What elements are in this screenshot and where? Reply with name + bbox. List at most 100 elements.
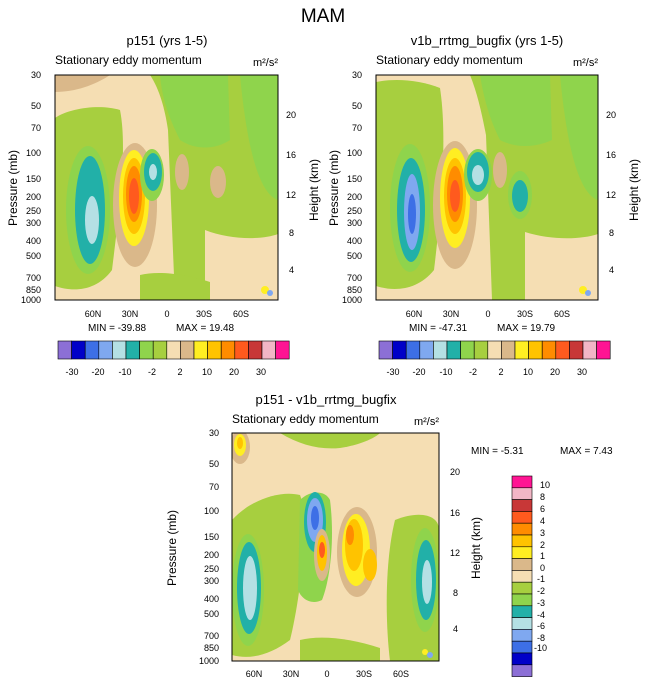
right-tick: 20 xyxy=(606,110,616,120)
colorbar-swatch xyxy=(166,340,181,360)
colorbar-swatch xyxy=(511,487,533,500)
panel-3-right-ticks: 20 16 12 8 4 xyxy=(450,467,460,634)
panel-2-ylabel: Pressure (mb) xyxy=(327,150,341,226)
y-tick: 850 xyxy=(347,285,362,295)
right-tick: 4 xyxy=(609,265,614,275)
colorbar-swatch xyxy=(125,340,140,360)
x-tick: 30S xyxy=(517,309,533,319)
colorbar-swatch xyxy=(473,340,489,360)
panel-1-min: MIN = -39.88 xyxy=(88,323,147,334)
right-tick: 16 xyxy=(606,150,616,160)
panel-2-frame xyxy=(375,74,599,301)
colorbar-label: -6 xyxy=(537,621,545,631)
y-tick: 300 xyxy=(204,576,219,586)
y-tick: 700 xyxy=(347,273,362,283)
right-tick: 20 xyxy=(286,110,296,120)
x-tick: 60N xyxy=(246,669,263,679)
panel-1-title: p151 (yrs 1-5) xyxy=(127,33,208,48)
panel-3-subtitle: Stationary eddy momentum xyxy=(232,412,379,426)
panel-2-subtitle: Stationary eddy momentum xyxy=(376,53,523,67)
x-tick: 30S xyxy=(196,309,212,319)
y-tick: 200 xyxy=(26,192,41,202)
right-tick: 16 xyxy=(286,150,296,160)
panel-1-y-ticks: 30 50 70 100 150 200 250 300 400 500 700… xyxy=(21,70,41,305)
colorbar-label: 2 xyxy=(498,367,503,377)
colorbar-label: -8 xyxy=(537,633,545,643)
y-tick: 250 xyxy=(26,206,41,216)
colorbar-label: 8 xyxy=(540,492,545,502)
colorbar-swatch xyxy=(220,340,236,360)
colorbar-swatch xyxy=(511,522,533,536)
x-tick: 30N xyxy=(443,309,460,319)
y-tick: 100 xyxy=(347,148,362,158)
panel-1-units: m²/s² xyxy=(253,57,278,69)
panel-1: p151 (yrs 1-5) Stationary eddy momentum … xyxy=(6,33,321,334)
panel-2-field xyxy=(376,75,598,300)
colorbar-swatch xyxy=(511,558,533,571)
y-tick: 100 xyxy=(204,506,219,516)
panel-1-frame xyxy=(54,74,279,301)
panel-3-max: MAX = 7.43 xyxy=(560,446,613,457)
panel-1-ylabel-right: Height (km) xyxy=(307,159,321,221)
y-tick: 700 xyxy=(26,273,41,283)
colorbar-label: 10 xyxy=(540,480,550,490)
y-tick: 200 xyxy=(204,550,219,560)
colorbar-swatch xyxy=(511,475,533,489)
x-tick: 30S xyxy=(356,669,372,679)
right-tick: 12 xyxy=(286,190,296,200)
y-tick: 250 xyxy=(204,564,219,574)
panel-2: v1b_rrtmg_bugfix (yrs 1-5) Stationary ed… xyxy=(327,33,641,334)
colorbar-1-labels: -30 -20 -10 -2 2 10 20 30 xyxy=(65,367,266,377)
panel-3-field xyxy=(232,433,439,661)
y-tick: 250 xyxy=(347,206,362,216)
colorbar-swatch xyxy=(511,534,533,548)
colorbar-swatch xyxy=(511,546,533,559)
colorbar-swatch xyxy=(152,340,168,360)
x-tick: 60N xyxy=(406,309,423,319)
colorbar-swatch xyxy=(541,340,557,360)
colorbar-swatch xyxy=(207,340,222,360)
y-tick: 500 xyxy=(204,609,219,619)
colorbar-swatch xyxy=(71,340,86,360)
colorbar-swatch xyxy=(487,340,502,360)
colorbar-label: -4 xyxy=(537,610,545,620)
colorbar-swatch xyxy=(511,605,533,618)
colorbar-swatch xyxy=(446,340,461,360)
y-tick: 1000 xyxy=(342,295,362,305)
colorbar-label: 0 xyxy=(540,563,545,573)
y-tick: 500 xyxy=(26,251,41,261)
colorbar-swatch xyxy=(98,340,113,360)
colorbar-swatch xyxy=(139,340,154,360)
right-tick: 12 xyxy=(606,190,616,200)
panel-2-min: MIN = -47.31 xyxy=(409,323,468,334)
colorbar-swatch xyxy=(248,340,263,360)
colorbar-3 xyxy=(511,475,533,677)
x-tick: 30N xyxy=(283,669,300,679)
y-tick: 100 xyxy=(26,148,41,158)
right-tick: 8 xyxy=(609,228,614,238)
colorbar-label: 20 xyxy=(229,367,239,377)
x-tick: 60S xyxy=(233,309,249,319)
colorbar-swatch xyxy=(460,340,475,360)
colorbar-swatch xyxy=(84,340,100,360)
colorbar-label: 10 xyxy=(523,367,533,377)
y-tick: 400 xyxy=(26,236,41,246)
colorbar-label: -2 xyxy=(469,367,477,377)
panel-2-y-ticks: 30 50 70 100 150 200 250 300 400 500 700… xyxy=(342,70,362,305)
colorbar-swatch xyxy=(275,340,290,360)
panel-3-y-ticks: 30 50 70 100 150 200 250 300 400 500 700… xyxy=(199,428,219,666)
x-tick: 0 xyxy=(485,309,490,319)
y-tick: 50 xyxy=(31,101,41,111)
figure-title: MAM xyxy=(301,6,345,27)
panel-2-x-ticks: 60N 30N 0 30S 60S xyxy=(406,309,570,319)
y-tick: 300 xyxy=(347,218,362,228)
panel-2-right-ticks: 20 16 12 8 4 xyxy=(606,110,616,275)
colorbar-2-labels: -30 -20 -10 -2 2 10 20 30 xyxy=(386,367,587,377)
colorbar-label: 4 xyxy=(540,516,545,526)
colorbar-label: -30 xyxy=(386,367,399,377)
colorbar-swatch xyxy=(555,340,570,360)
panel-1-max: MAX = 19.48 xyxy=(176,323,235,334)
colorbar-label: 1 xyxy=(540,551,545,561)
panel-1-field xyxy=(55,75,278,300)
